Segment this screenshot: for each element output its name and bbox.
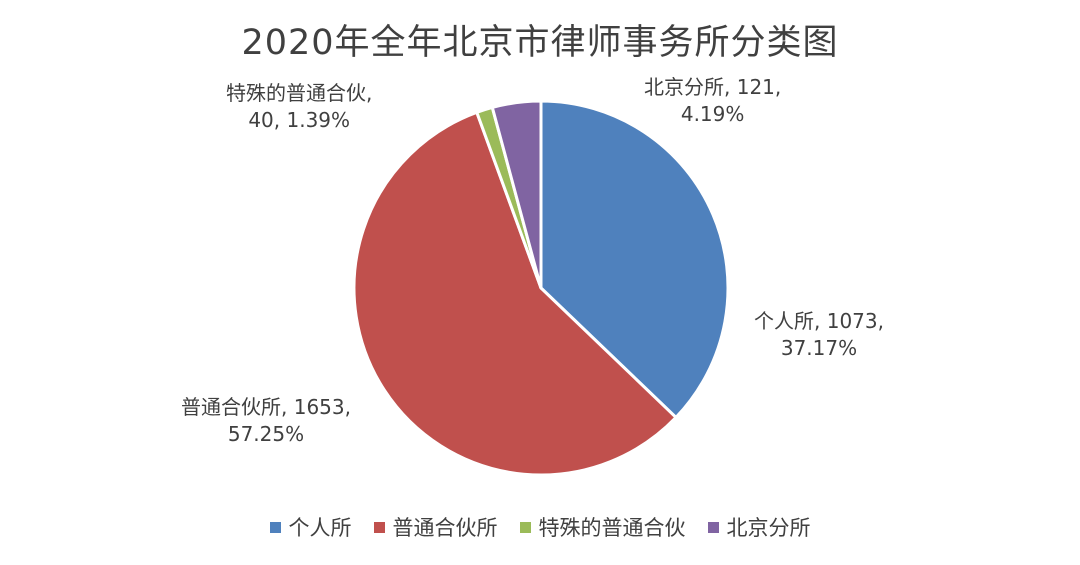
data-label-line2: 4.19%: [680, 102, 745, 126]
pie-slice-beijing-branch: [490, 99, 543, 290]
data-label-special-partnership: 特殊的普通合伙, 40, 1.39%: [226, 80, 372, 134]
data-label-line1: 个人所, 1073,: [754, 309, 884, 333]
legend-swatch: [519, 521, 531, 533]
data-label-general-partnership: 普通合伙所, 1653, 57.25%: [181, 394, 351, 448]
data-label-line2: 40, 1.39%: [248, 108, 351, 132]
legend-label: 北京分所: [726, 516, 811, 540]
pie-slice-individual: [539, 99, 730, 419]
chart-legend: 个人所 普通合伙所 特殊的普通合伙 北京分所: [0, 512, 1080, 542]
legend-swatch: [269, 521, 281, 533]
legend-item-beijing-branch: 北京分所: [707, 512, 811, 542]
data-label-line2: 37.17%: [780, 336, 858, 360]
legend-label: 个人所: [288, 516, 352, 540]
data-label-line2: 57.25%: [227, 422, 305, 446]
data-label-line1: 特殊的普通合伙,: [226, 81, 373, 105]
data-label-individual: 个人所, 1073, 37.17%: [754, 308, 884, 362]
legend-label: 特殊的普通合伙: [538, 516, 686, 540]
legend-swatch: [707, 521, 719, 533]
legend-item-special-partnership: 特殊的普通合伙: [519, 512, 686, 542]
legend-item-individual: 个人所: [269, 512, 352, 542]
data-label-beijing-branch: 北京分所, 121, 4.19%: [644, 74, 781, 128]
chart-title: 2020年全年北京市律师事务所分类图: [241, 23, 839, 63]
legend-label: 普通合伙所: [392, 516, 498, 540]
data-label-line1: 普通合伙所, 1653,: [181, 395, 351, 419]
legend-swatch: [373, 521, 385, 533]
data-label-line1: 北京分所, 121,: [644, 75, 782, 99]
legend-item-general-partnership: 普通合伙所: [373, 512, 498, 542]
pie-slice-general-partnership: [352, 110, 678, 477]
